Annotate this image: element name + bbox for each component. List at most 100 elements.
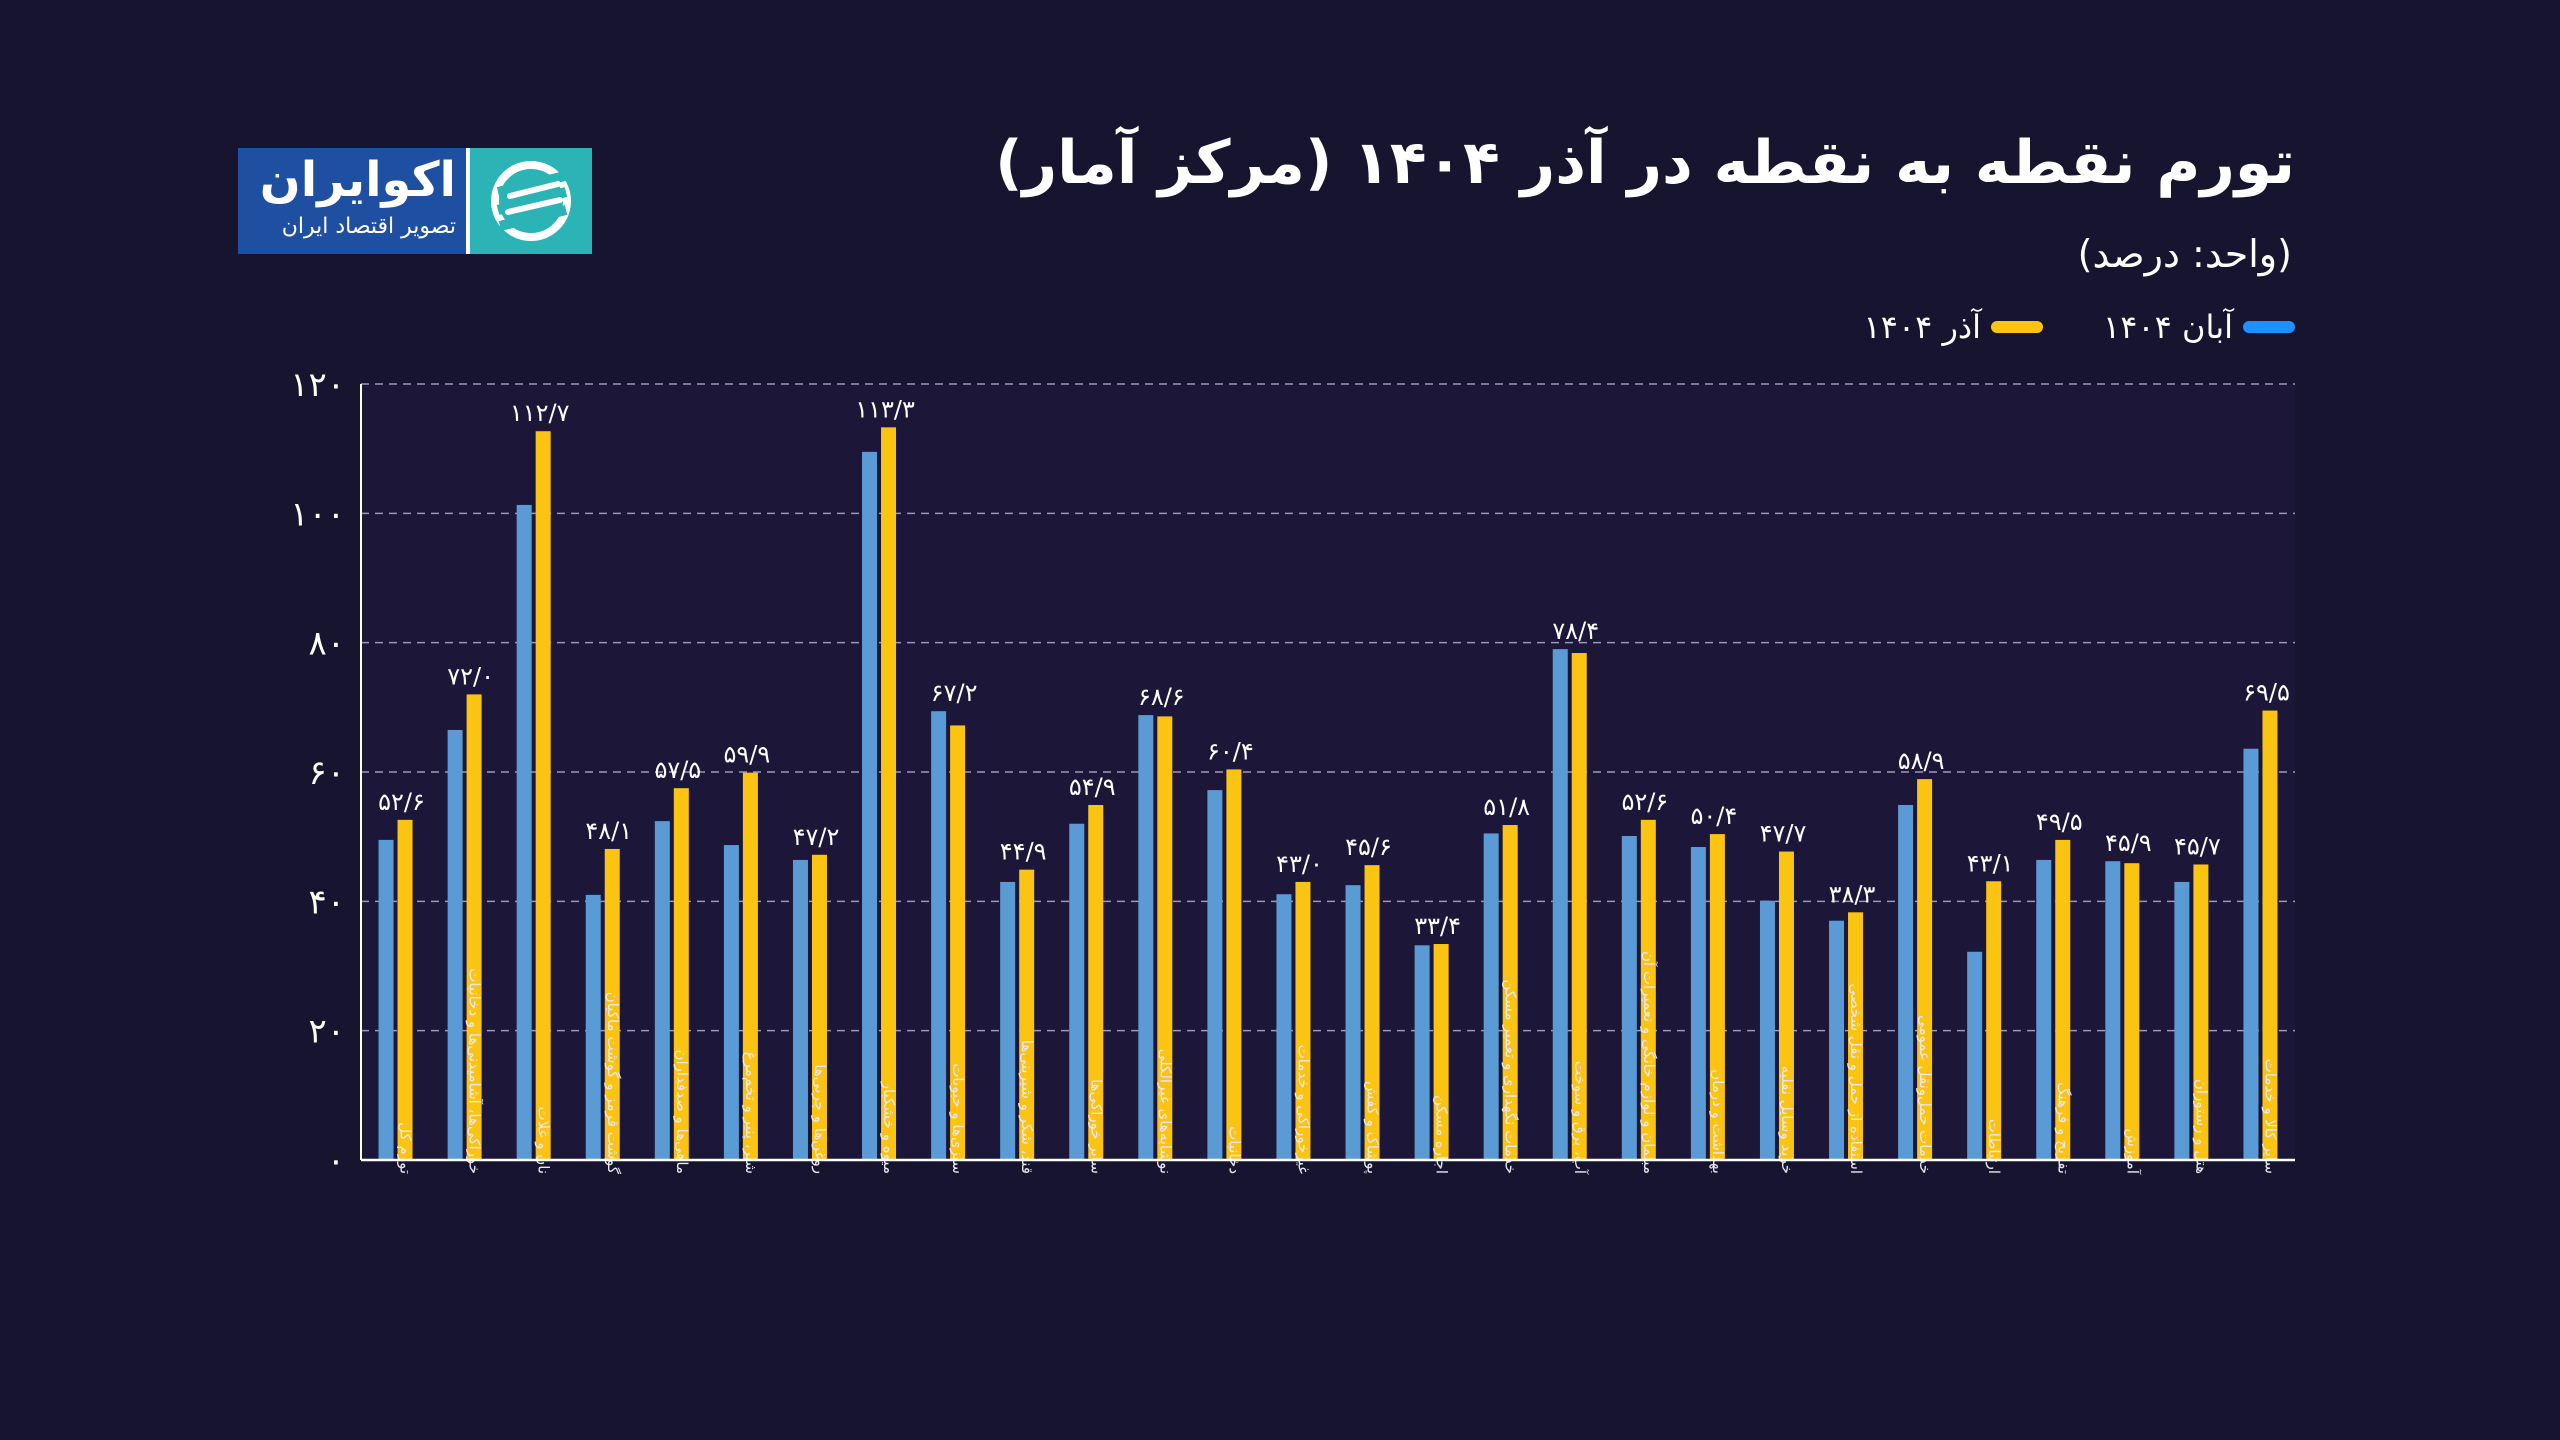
x-tick-label: بهداشت و درمان: [1709, 1069, 1727, 1174]
bar-azar: [466, 694, 482, 1160]
x-tick-label: میوه و خشکبار: [880, 1081, 898, 1174]
x-tick-label: هتل و رستوران: [2192, 1079, 2210, 1174]
y-tick-label: ۱۰۰: [290, 494, 345, 534]
bar-azar: [673, 788, 689, 1160]
bar-aban: [378, 839, 394, 1160]
x-tick-label: تورم کل: [397, 1122, 415, 1174]
bar-aban: [2036, 859, 2052, 1160]
data-label: ۶۰/۴: [1207, 737, 1254, 765]
data-label: ۴۷/۲: [793, 823, 840, 851]
x-tick-label: روغن‌ها و چربی‌ها: [811, 1064, 829, 1174]
x-tick-label: اجاره مسکن: [1433, 1095, 1451, 1174]
x-tick-label: مبلمان و لوازم خانگی و تعمیرات آن: [1640, 951, 1658, 1174]
x-tick-label: آموزش: [2123, 1128, 2141, 1174]
bar-aban: [1138, 715, 1154, 1160]
bar-azar: [881, 427, 897, 1160]
bar-azar: [604, 848, 620, 1160]
x-tick-label: نوشابه‌های غیرالکلی: [1156, 1049, 1174, 1174]
legend-label-aban: آبان ۱۴۰۴: [2103, 308, 2233, 346]
data-label: ۴۳/۰: [1276, 850, 1323, 878]
bar-azar: [2124, 863, 2140, 1160]
bar-azar: [1640, 819, 1656, 1160]
x-tick-label: خرید وسایل نقلیه: [1778, 1066, 1796, 1174]
bar-aban: [2243, 748, 2259, 1160]
data-label: ۶۷/۲: [931, 679, 978, 707]
data-label: ۳۸/۳: [1829, 880, 1876, 908]
bar-aban: [516, 504, 532, 1161]
x-tick-label: آب، برق و سوخت: [1571, 1061, 1589, 1175]
brand-logo: اکوایران تصویر اقتصاد ایران: [238, 148, 598, 254]
x-tick-label: تفریح و فرهنگ: [2054, 1082, 2072, 1174]
data-label: ۷۸/۴: [1552, 617, 1599, 645]
bar-aban: [1345, 885, 1361, 1160]
data-label: ۵۴/۹: [1069, 773, 1116, 801]
x-tick-label: پوشاک و کفش: [1363, 1081, 1382, 1174]
bar-aban: [1759, 900, 1775, 1160]
bar-azar: [1226, 769, 1242, 1160]
x-tick-label: سایر کالا و خدمات: [2261, 1059, 2279, 1174]
legend-item-aban: آبان ۱۴۰۴: [2103, 308, 2295, 346]
data-label: ۱۱۳/۳: [855, 395, 915, 423]
y-tick-label: ۰: [327, 1141, 345, 1181]
bar-aban: [1207, 790, 1223, 1160]
bar-azar: [2193, 864, 2209, 1160]
bar-azar: [535, 431, 551, 1160]
logo-tagline: تصویر اقتصاد ایران: [281, 214, 456, 239]
y-tick-label: ۴۰: [308, 882, 345, 922]
chart-title: تورم نقطه به نقطه در آذر ۱۴۰۴ (مرکز آمار…: [995, 128, 2295, 198]
x-tick-label: دخانیات: [1225, 1126, 1243, 1174]
bar-aban: [1552, 649, 1568, 1160]
bar-aban: [2174, 881, 2190, 1160]
data-label: ۶۹/۵: [2243, 679, 2290, 707]
x-tick-label: شیر، پنیر و تخم‌مرغ: [741, 1052, 760, 1174]
data-label: ۴۸/۱: [585, 817, 632, 845]
bar-azar: [1088, 804, 1104, 1160]
y-tick-label: ۲۰: [308, 1012, 345, 1052]
bar-azar: [950, 725, 966, 1160]
bar-aban: [585, 894, 601, 1160]
bar-aban: [447, 729, 463, 1160]
bar-azar: [1571, 653, 1587, 1160]
bar-aban: [1276, 894, 1292, 1160]
bar-azar: [811, 854, 827, 1160]
bar-azar: [1295, 881, 1311, 1160]
bar-aban: [2105, 861, 2121, 1160]
x-tick-label: خوراکی‌ها، آشامیدنی‌ها و دخانیات: [466, 968, 484, 1174]
x-tick-label: سایر خوراکی‌ها: [1087, 1079, 1105, 1174]
data-label: ۵۲/۶: [378, 788, 425, 816]
bar-aban: [1690, 847, 1706, 1160]
data-label: ۴۳/۱: [1967, 849, 2014, 877]
legend-item-azar: آذر ۱۴۰۴: [1864, 308, 2044, 346]
x-tick-label: ارتباطات: [1985, 1119, 2003, 1174]
chart-unit: (واحد: درصد): [2077, 232, 2292, 276]
x-tick-label: قند، شکر و شیرینی‌ها: [1018, 1040, 1036, 1174]
bar-aban: [1000, 881, 1016, 1160]
bar-aban: [1069, 823, 1085, 1160]
bar-azar: [742, 772, 758, 1160]
data-label: ۴۴/۹: [1000, 838, 1047, 866]
data-label: ۵۰/۴: [1691, 802, 1738, 830]
data-label: ۴۵/۹: [2105, 829, 2152, 857]
bar-aban: [654, 821, 670, 1160]
legend: آبان ۱۴۰۴ آذر ۱۴۰۴: [1864, 308, 2295, 346]
legend-swatch-azar: [1991, 321, 2044, 333]
data-label: ۶۸/۶: [1138, 683, 1185, 711]
bar-azar: [397, 819, 413, 1160]
bar-aban: [1967, 951, 1983, 1160]
bar-aban: [1829, 920, 1845, 1160]
data-label: ۵۹/۹: [724, 741, 771, 769]
y-tick-label: ۱۲۰: [290, 365, 345, 405]
bar-aban: [1621, 836, 1637, 1160]
bar-aban: [931, 711, 947, 1160]
data-label: ۴۹/۵: [2036, 808, 2083, 836]
data-label: ۴۵/۷: [2174, 832, 2221, 860]
data-label: ۴۷/۷: [1760, 820, 1807, 848]
y-tick-label: ۶۰: [308, 753, 345, 793]
bar-aban: [1483, 833, 1499, 1160]
bar-azar: [1019, 869, 1035, 1160]
legend-label-azar: آذر ۱۴۰۴: [1863, 308, 1982, 346]
data-label: ۵۲/۶: [1621, 788, 1668, 816]
bar-azar: [1364, 865, 1380, 1160]
data-label: ۵۷/۵: [654, 756, 701, 784]
